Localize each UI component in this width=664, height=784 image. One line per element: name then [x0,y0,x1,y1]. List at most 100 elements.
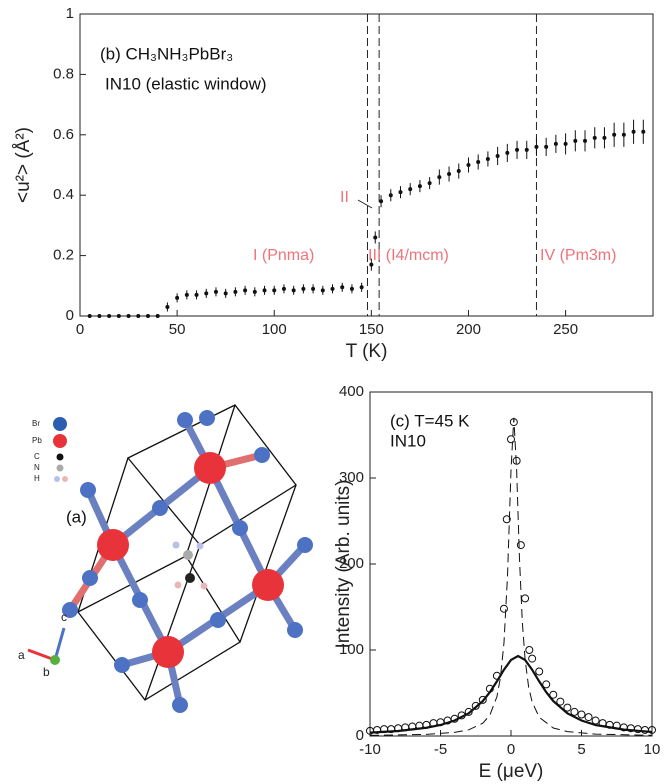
data-point [602,135,607,140]
annotation: II [340,189,349,206]
x-axis-label: T (K) [346,341,388,362]
axis-triad: c a b [18,610,67,679]
legend-icon [53,434,67,448]
y-axis-label: <u²> (Å²) [13,127,34,203]
x-tick-label: 100 [262,321,287,338]
data-point [97,314,102,318]
data-point [584,713,593,722]
data-point [379,199,384,204]
data-point [291,288,296,293]
data-point [165,304,170,309]
fit-line [369,654,653,734]
data-point [471,701,480,710]
data-point [243,288,248,293]
legend-label: C [34,452,40,461]
chart-title: (c) T=45 K [390,411,470,430]
data-point [175,295,180,300]
axis-label: a [18,648,25,662]
data-point [591,716,600,725]
data-point [583,138,588,143]
legend-label: Pb [32,436,42,445]
y-tick-label: 0.8 [53,65,74,82]
x-tick-label: 50 [169,321,186,338]
x-tick-label: 10 [644,741,661,758]
data-point [369,262,374,267]
data-point [447,172,452,177]
data-point [116,314,121,318]
data-point [408,187,413,192]
legend-icon [62,476,68,482]
data-point [184,292,189,297]
annotation-leader [357,199,373,209]
data-point [145,314,150,318]
bonds [66,416,309,709]
data-point [648,725,656,734]
y-tick-label: 0 [356,727,364,744]
data-point [535,667,544,676]
data-point [340,285,345,290]
data-point [542,680,551,689]
x-tick-label: -5 [434,741,447,758]
y-tick-label: 100 [339,641,364,658]
annotation: III (I4/mcm) [368,247,449,264]
data-point [388,193,393,198]
annotation: IV (Pm3m) [540,247,616,264]
data-point [373,235,378,240]
data-point [478,695,487,704]
chart-subtitle: IN10 [390,431,426,450]
data-point [155,314,160,318]
data-point [631,129,636,134]
legend-icon [53,417,67,431]
data-point [320,288,325,293]
data-point [87,314,92,318]
data-point [553,141,558,146]
data-point [466,163,471,167]
data-point [194,292,199,297]
legend-label: H [34,474,40,483]
data-point [515,147,520,152]
y-tick-label: 400 [339,383,364,400]
annotation: I (Pnma) [253,247,314,264]
axis-label: b [43,665,50,679]
x-tick-label: 250 [553,321,578,338]
data-point [107,314,112,318]
data-point [505,150,510,155]
y-tick-label: 0.4 [53,186,74,203]
chart-title: (b) CH₃NH₃PbBr₃ [100,44,233,63]
data-point [456,169,461,174]
data-point [417,184,422,189]
data-point [516,541,525,550]
x-tick-label: 0 [507,741,515,758]
data-point [252,289,257,294]
plot-frame [79,13,654,317]
data-point [223,291,228,296]
data-point [592,135,597,140]
legend-label: N [34,463,40,472]
data-point [126,314,131,318]
data-point [641,129,646,134]
x-tick-label: 0 [76,321,84,338]
data-point [512,456,521,465]
data-point [544,144,549,149]
data-point [136,314,141,318]
fit-line [369,417,653,736]
data-point [563,141,568,146]
data-point [233,289,238,294]
data-point [507,435,515,444]
y-tick-label: 0 [66,307,74,324]
data-point [213,289,218,294]
legend-icon [56,453,64,461]
x-tick-label: 200 [456,321,481,338]
x-tick-label: -10 [359,741,381,758]
structure-panel: (a) Br Pb C N H c a b [18,404,313,713]
data-point [464,707,473,716]
data-point [204,291,209,296]
x-tick-label: 5 [577,741,585,758]
data-point [330,286,335,291]
data-point [476,159,481,164]
data-point [528,654,537,663]
legend-icon [54,476,60,482]
data-point [570,707,579,716]
y-tick-label: 200 [339,555,364,572]
